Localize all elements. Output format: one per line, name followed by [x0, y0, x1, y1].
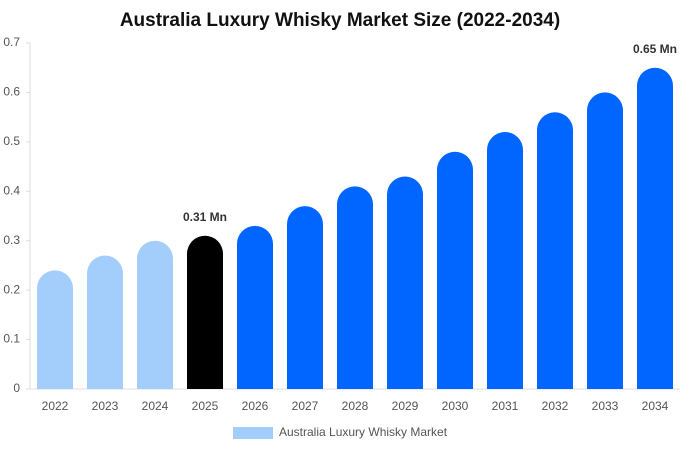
x-tick-label: 2023: [92, 399, 119, 413]
bar: [137, 240, 173, 389]
legend-label: Australia Luxury Whisky Market: [279, 425, 448, 439]
x-tick-label: 2029: [392, 399, 419, 413]
y-tick-label: 0.3: [3, 233, 20, 247]
chart-title: Australia Luxury Whisky Market Size (202…: [120, 10, 560, 31]
bar: [437, 151, 473, 389]
bar: [237, 225, 273, 389]
y-tick-label: 0.1: [3, 332, 20, 346]
bar: [337, 186, 373, 389]
bar: [487, 131, 523, 389]
x-tick-label: 2028: [342, 399, 369, 413]
bar: [287, 206, 323, 389]
bar: [187, 235, 223, 389]
data-label: 0.65 Mn: [633, 42, 677, 56]
x-tick-label: 2034: [642, 399, 669, 413]
bar: [537, 112, 573, 389]
y-tick-label: 0.2: [3, 282, 20, 296]
y-tick-label: 0.6: [3, 85, 20, 99]
x-tick-label: 2027: [292, 399, 319, 413]
x-tick-label: 2031: [492, 399, 519, 413]
x-tick-label: 2022: [42, 399, 69, 413]
data-label: 0.31 Mn: [183, 210, 227, 224]
x-tick-label: 2030: [442, 399, 469, 413]
x-tick-label: 2024: [142, 399, 169, 413]
x-tick-label: 2025: [192, 399, 219, 413]
y-tick-label: 0.7: [3, 35, 20, 49]
bar: [637, 67, 673, 389]
x-tick-label: 2026: [242, 399, 269, 413]
y-tick-label: 0.4: [3, 183, 20, 197]
y-tick-label: 0: [13, 381, 20, 395]
x-tick-label: 2032: [542, 399, 569, 413]
bar: [387, 176, 423, 389]
x-tick-label: 2033: [592, 399, 619, 413]
bar: [587, 92, 623, 389]
legend-swatch: [233, 427, 273, 439]
bar: [37, 270, 73, 389]
bar: [87, 255, 123, 389]
y-tick-label: 0.5: [3, 134, 20, 148]
